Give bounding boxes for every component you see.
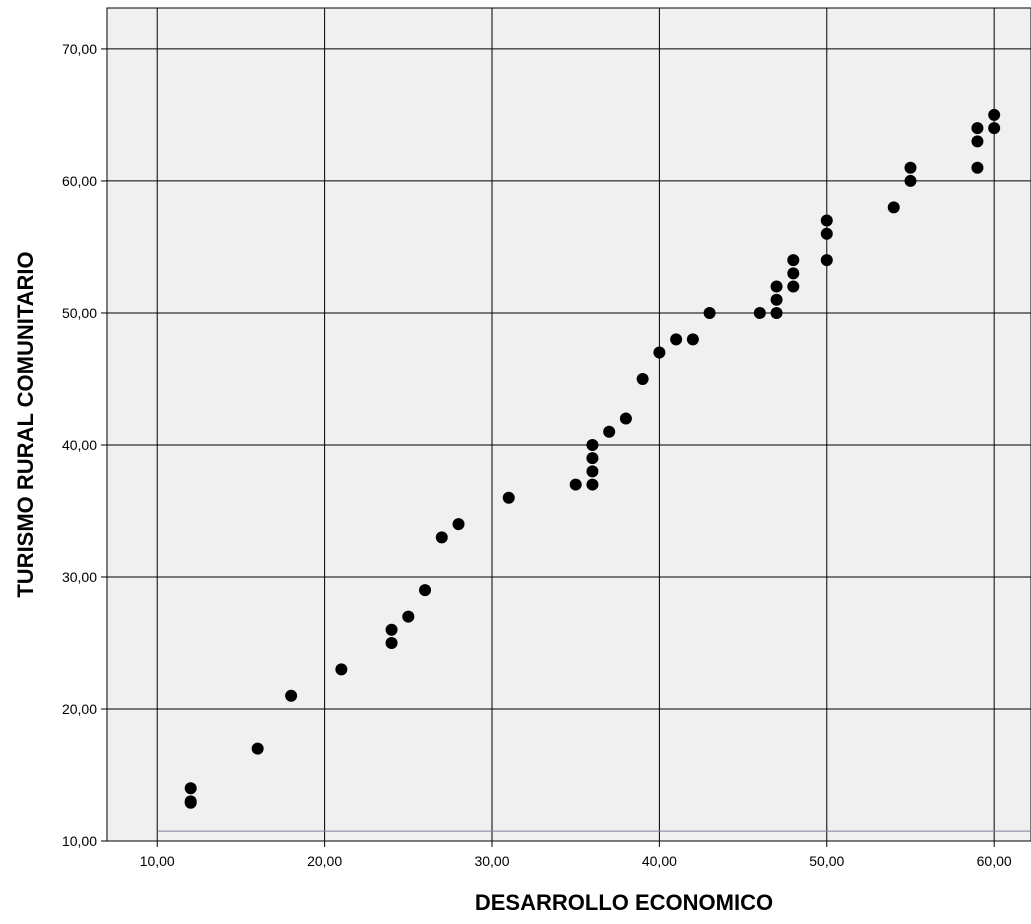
- x-tick-label: 30,00: [474, 853, 509, 869]
- scatter-point: [753, 306, 766, 319]
- scatter-point: [904, 174, 917, 187]
- scatter-point: [904, 161, 917, 174]
- scatter-point: [285, 689, 298, 702]
- scatter-point: [184, 796, 197, 809]
- scatter-point: [586, 478, 599, 491]
- scatter-point: [887, 201, 900, 214]
- scatter-point: [452, 518, 465, 531]
- x-tick-label: 20,00: [307, 853, 342, 869]
- scatter-point: [820, 254, 833, 267]
- scatter-point: [636, 372, 649, 385]
- scatter-point: [770, 280, 783, 293]
- scatter-point: [619, 412, 632, 425]
- scatter-point: [569, 478, 582, 491]
- scatter-point: [419, 584, 432, 597]
- x-axis-title: DESARROLLO ECONOMICO: [475, 890, 773, 915]
- scatter-point: [251, 742, 264, 755]
- scatter-point: [787, 267, 800, 280]
- scatter-point: [971, 135, 984, 148]
- scatter-point: [971, 161, 984, 174]
- scatter-point: [385, 636, 398, 649]
- scatter-point: [653, 346, 666, 359]
- scatter-point: [586, 465, 599, 478]
- scatter-point: [820, 227, 833, 240]
- x-tick-label: 40,00: [642, 853, 677, 869]
- grid-lines: [107, 8, 1031, 842]
- y-tick-label: 50,00: [62, 305, 97, 321]
- scatter-point: [670, 333, 683, 346]
- scatter-point: [820, 214, 833, 227]
- scatter-point: [686, 333, 699, 346]
- x-tick-label: 50,00: [809, 853, 844, 869]
- axis-ticks: 10,00 20,00 30,00 40,00 50,00 60,00 10,00 20,00…: [62, 41, 1012, 869]
- scatter-point: [971, 122, 984, 135]
- y-tick-label: 40,00: [62, 437, 97, 453]
- scatter-point: [787, 280, 800, 293]
- scatter-point: [335, 663, 348, 676]
- scatter-point: [787, 254, 800, 267]
- plot-area: [106, 7, 1031, 842]
- y-tick-label: 30,00: [62, 569, 97, 585]
- y-tick-label: 20,00: [62, 701, 97, 717]
- scatter-point: [988, 108, 1001, 121]
- y-axis-title: TURISMO RURAL COMUNITARIO: [13, 251, 38, 597]
- scatter-point: [603, 425, 616, 438]
- scatter-point: [385, 623, 398, 636]
- scatter-point: [703, 306, 716, 319]
- y-tick-label: 10,00: [62, 833, 97, 849]
- scatter-point: [502, 491, 515, 504]
- scatter-point: [586, 438, 599, 451]
- scatter-point: [770, 306, 783, 319]
- y-tick-label: 60,00: [62, 173, 97, 189]
- x-tick-label: 60,00: [977, 853, 1012, 869]
- scatter-point: [435, 531, 448, 544]
- scatter-point: [184, 782, 197, 795]
- scatter-point: [770, 293, 783, 306]
- scatter-point: [402, 610, 415, 623]
- x-tick-label: 10,00: [140, 853, 175, 869]
- scatter-point: [988, 122, 1001, 135]
- y-tick-label: 70,00: [62, 41, 97, 57]
- scatter-point: [586, 452, 599, 465]
- data-points: [184, 108, 1001, 809]
